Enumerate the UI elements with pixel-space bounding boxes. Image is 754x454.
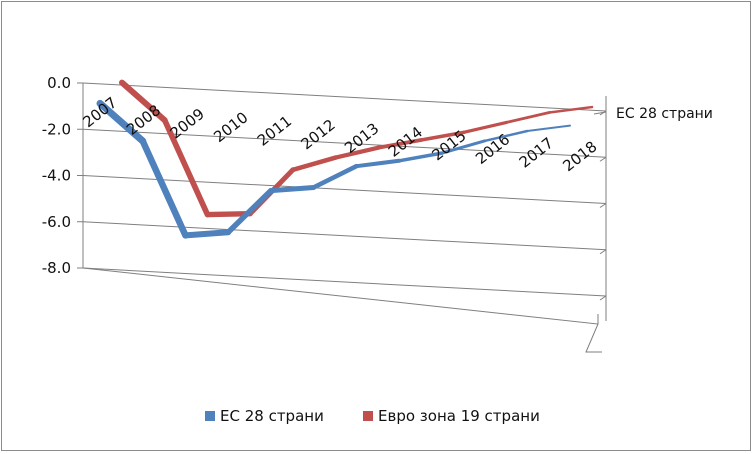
series-segment-eu-28 xyxy=(311,163,359,190)
chart-walls xyxy=(82,83,607,353)
series-segment-euro-zone xyxy=(161,117,211,218)
gridlines xyxy=(77,82,607,301)
right-tick xyxy=(599,156,607,162)
series-segment-euro-zone xyxy=(548,105,594,114)
series-segment-eu-28 xyxy=(483,129,529,143)
series-segment-eu-28 xyxy=(139,137,189,239)
gridline xyxy=(82,221,607,251)
x-axis-tick-labels: 2007 2008 2009 2010 2011 2012 2013 2014 2015 2016… xyxy=(79,93,600,175)
floor-edge xyxy=(82,267,602,353)
x-tick-label: 2009 xyxy=(167,105,208,143)
y-tick-label: -2.0 xyxy=(42,120,71,138)
series-segment-euro-zone xyxy=(119,79,168,124)
y-tick-label: 0.0 xyxy=(47,74,71,92)
gridline xyxy=(82,267,607,297)
right-tick xyxy=(599,295,607,301)
series-segment-eu-28 xyxy=(354,158,402,169)
gridline xyxy=(82,175,607,204)
legend: ЕС 28 страни Евро зона 19 страни xyxy=(205,407,540,425)
x-tick-label: 2007 xyxy=(79,93,120,131)
series-segment-euro-zone xyxy=(505,111,551,124)
x-tick-label: 2012 xyxy=(298,116,339,154)
legend-swatch xyxy=(363,411,373,421)
x-tick-label: 2011 xyxy=(254,112,295,150)
series-segment-eu-28 xyxy=(268,184,317,194)
x-tick-label: 2010 xyxy=(210,108,251,146)
series-segment-eu-28 xyxy=(182,229,232,239)
gridline xyxy=(82,82,607,112)
legend-swatch xyxy=(205,411,215,421)
y-tick-label: -4.0 xyxy=(42,167,71,185)
series-segment-eu-28 xyxy=(225,187,274,235)
y-axis-tick-labels: 0.0 -2.0 -4.0 -6.0 -8.0 xyxy=(42,74,71,277)
series-segment-euro-zone xyxy=(462,120,509,134)
series-segment-euro-zone xyxy=(376,138,424,150)
series-lines xyxy=(96,79,594,239)
depth-tick xyxy=(593,111,607,115)
y-tick-label: -6.0 xyxy=(42,213,71,231)
series-segment-eu-28 xyxy=(440,139,487,155)
depth-axis: ЕС 28 страни xyxy=(593,106,713,122)
series-segment-eu-28 xyxy=(526,124,571,132)
legend-label: ЕС 28 страни xyxy=(220,407,324,425)
series-segment-euro-zone xyxy=(333,145,381,160)
y-tick-label: -8.0 xyxy=(42,259,71,277)
series-segment-euro-zone xyxy=(290,155,338,173)
legend-item: ЕС 28 страни xyxy=(205,407,324,425)
right-tick xyxy=(599,249,607,255)
x-tick-label: 2018 xyxy=(559,137,600,175)
series-segment-eu-28 xyxy=(96,99,147,145)
x-tick-label: 2017 xyxy=(516,134,557,172)
series-segment-eu-28 xyxy=(397,151,444,163)
series-segment-euro-zone xyxy=(419,130,466,142)
legend-label: Евро зона 19 страни xyxy=(378,407,540,425)
legend-item: Евро зона 19 страни xyxy=(363,407,540,425)
right-tick xyxy=(599,203,607,208)
series-segment-euro-zone xyxy=(204,211,253,218)
depth-axis-label: ЕС 28 страни xyxy=(616,106,713,122)
x-tick-label: 2014 xyxy=(385,123,426,161)
